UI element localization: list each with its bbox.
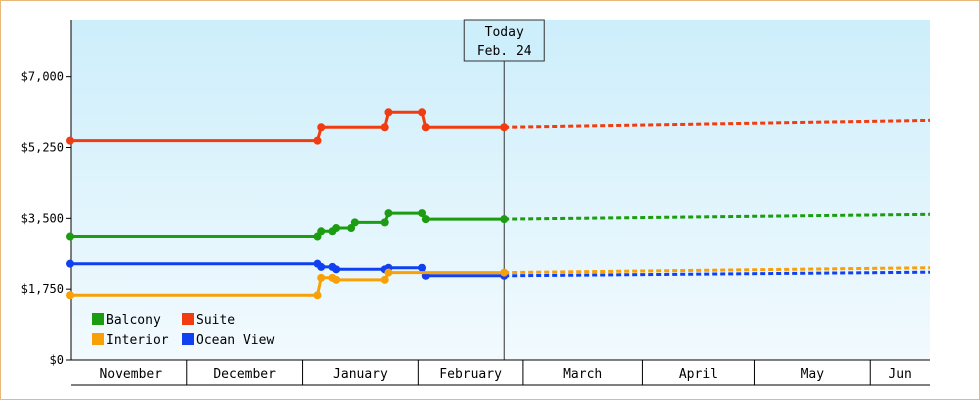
month-label: November [99,367,162,382]
series-suite [66,108,931,145]
data-point-balcony [384,209,393,218]
legend-swatch-ocean-view [182,333,194,345]
data-point-suite [421,123,430,132]
data-point-interior [317,273,326,282]
data-point-suite [66,136,74,145]
data-point-balcony [380,218,389,227]
series-forecast-suite [504,118,931,129]
y-tick-label: $3,500 [21,211,64,225]
data-point-suite [418,108,427,117]
data-point-balcony [421,215,430,224]
data-point-ocean-view [66,259,74,268]
data-point-balcony [332,224,341,233]
data-point-suite [384,108,393,117]
data-point-interior [500,268,509,277]
y-axis: $0 $1,750 $3,500 $5,250 $7,000 [21,20,72,367]
data-point-ocean-view [418,263,427,272]
data-point-ocean-view [332,265,341,274]
data-point-balcony [66,232,74,241]
month-label: May [801,367,825,382]
month-label: April [679,367,718,382]
today-label: Today [485,25,524,40]
today-marker: Today Feb. 24 [463,19,545,360]
data-point-balcony [347,224,356,233]
month-label: February [439,367,502,382]
x-axis: November December January February March Apri… [71,359,930,386]
data-point-suite [380,123,389,132]
legend: Balcony Suite Interior Ocean View [92,313,274,348]
legend-swatch-interior [92,333,104,345]
today-callout [463,19,545,62]
series-forecast-balcony [504,212,931,221]
data-point-interior [380,275,389,284]
y-tick-label: $5,250 [21,141,64,155]
legend-swatch-balcony [92,313,104,325]
month-label: December [213,367,276,382]
data-point-suite [313,136,322,145]
data-point-balcony [418,209,427,218]
legend-label-suite: Suite [196,313,235,328]
series-forecast-ocean-view [504,270,931,278]
series-interior [66,266,931,300]
y-tick-label: $7,000 [21,70,64,84]
series-forecast-interior [504,266,931,275]
data-point-interior [313,291,322,300]
data-point-suite [317,123,326,132]
data-point-ocean-view [317,262,326,271]
plot-area [71,20,930,360]
y-tick-label: $1,750 [21,282,64,296]
data-point-interior [66,291,74,300]
month-label: January [333,367,388,382]
series-group [66,108,931,300]
legend-label-interior: Interior [106,333,169,348]
month-label: Jun [888,367,911,382]
legend-label-balcony: Balcony [106,313,161,328]
data-point-interior [332,275,341,284]
data-point-suite [500,123,509,132]
data-point-interior [384,268,393,277]
y-tick-label: $0 [50,353,64,367]
legend-swatch-suite [182,313,194,325]
data-point-balcony [317,227,326,236]
data-point-balcony [350,218,359,227]
data-point-balcony [500,215,509,224]
today-date: Feb. 24 [477,44,532,59]
month-label: March [563,367,602,382]
legend-label-ocean-view: Ocean View [196,333,274,348]
series-balcony [66,209,931,241]
